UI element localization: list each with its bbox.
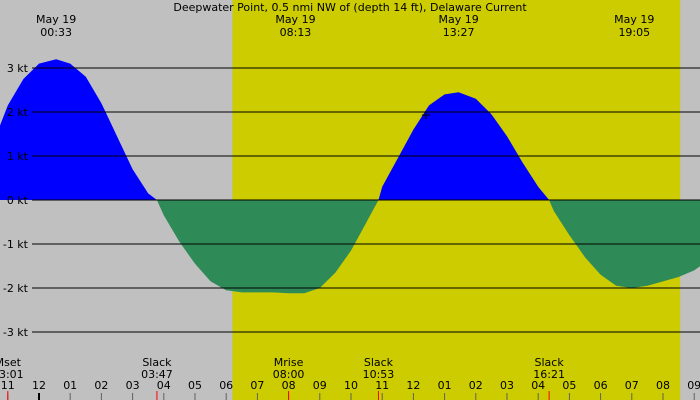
top-event-date: May 19 — [36, 13, 76, 26]
y-tick-label: 0 kt — [7, 194, 29, 207]
x-tick-label: 07 — [250, 379, 264, 392]
bottom-event-time: 23:01 — [0, 368, 24, 381]
y-tick-label: -2 kt — [3, 282, 29, 295]
x-tick-label: 06 — [219, 379, 233, 392]
x-tick-label: 02 — [469, 379, 483, 392]
bottom-event-label: Slack — [142, 356, 172, 369]
x-tick-label: 02 — [94, 379, 108, 392]
top-event-date: May 19 — [614, 13, 654, 26]
flood-area — [0, 59, 700, 200]
chart-title: Deepwater Point, 0.5 nmi NW of (depth 14… — [173, 1, 527, 14]
y-axis-labels: 3 kt 2 kt 1 kt 0 kt -1 kt -2 kt -3 kt — [3, 62, 29, 339]
x-tick-label: 11 — [1, 379, 15, 392]
y-tick-label: -1 kt — [3, 238, 29, 251]
bottom-event-label: Slack — [364, 356, 394, 369]
x-tick-label: 04 — [157, 379, 171, 392]
x-tick-label: 04 — [531, 379, 545, 392]
x-tick-label: 11 — [375, 379, 389, 392]
x-tick-label: 09 — [687, 379, 700, 392]
x-tick-label: 06 — [594, 379, 608, 392]
x-tick-label: 08 — [656, 379, 670, 392]
x-tick-label: 09 — [313, 379, 327, 392]
bottom-event-label: Slack — [535, 356, 565, 369]
x-tick-label: 07 — [625, 379, 639, 392]
bottom-event-time: 03:47 — [141, 368, 173, 381]
top-event-date: May 19 — [439, 13, 479, 26]
bottom-event-time: 10:53 — [363, 368, 395, 381]
gridlines — [32, 67, 700, 333]
y-tick-label: -3 kt — [3, 326, 29, 339]
current-areas — [0, 59, 700, 294]
y-tick-label: 2 kt — [7, 106, 29, 119]
x-tick-label: 12 — [32, 379, 46, 392]
crosshair-marker — [421, 111, 430, 120]
top-event-time: 08:13 — [280, 26, 312, 39]
x-tick-label: 01 — [63, 379, 77, 392]
bottom-event-time: 08:00 — [273, 368, 305, 381]
bottom-event-labels: Mset23:01Slack03:47Mrise08:00Slack10:53S… — [0, 356, 565, 381]
y-tick-label: 1 kt — [7, 150, 29, 163]
bottom-event-label: Mset — [0, 356, 22, 369]
ebb-area — [0, 200, 700, 294]
x-axis: 11 12 01 02 03 04 05 06 07 08 09 10 11 12 01 02 03 04 05 06… — [1, 379, 700, 400]
x-tick-label: 05 — [188, 379, 202, 392]
x-tick-label: 10 — [344, 379, 358, 392]
bottom-event-time: 16:21 — [533, 368, 565, 381]
x-tick-label: 08 — [282, 379, 296, 392]
x-tick-label: 12 — [406, 379, 420, 392]
x-tick-label: 01 — [438, 379, 452, 392]
bottom-event-label: Mrise — [274, 356, 304, 369]
top-event-time: 19:05 — [618, 26, 650, 39]
top-event-date: May 19 — [275, 13, 315, 26]
top-event-time: 00:33 — [40, 26, 72, 39]
y-tick-label: 3 kt — [7, 62, 29, 75]
x-tick-label: 03 — [500, 379, 514, 392]
top-event-time: 13:27 — [443, 26, 475, 39]
x-tick-label: 05 — [562, 379, 576, 392]
x-tick-label: 03 — [126, 379, 140, 392]
